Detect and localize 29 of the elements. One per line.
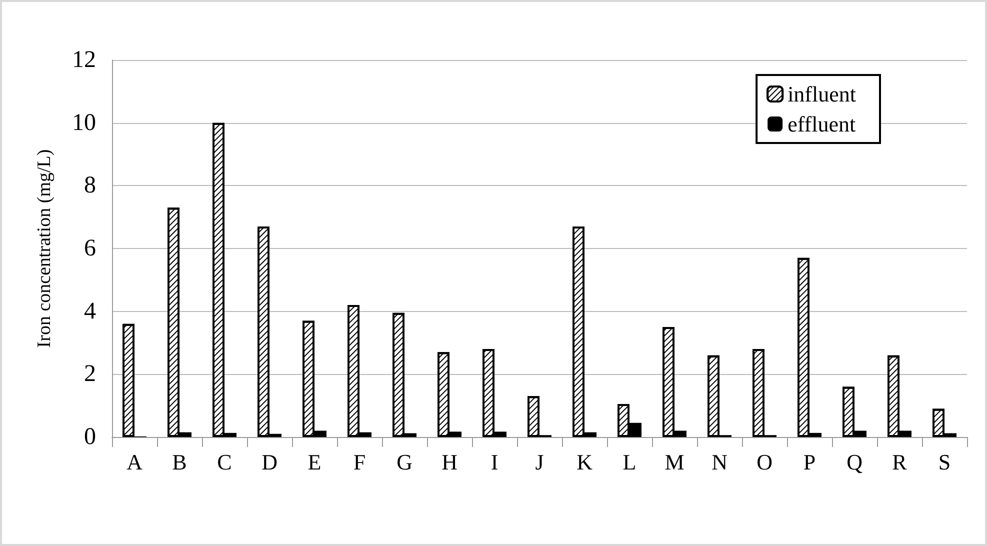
x-tick-label: F [353, 450, 366, 474]
y-tick-label: 2 [84, 361, 96, 388]
x-tick-label: G [396, 450, 413, 474]
y-tick-label: 6 [84, 236, 96, 262]
x-tick-label: D [262, 450, 278, 474]
y-axis-title: Iron concentration (mg/L) [34, 149, 55, 348]
x-tick-label: L [622, 450, 636, 474]
x-tick-label: O [756, 450, 772, 474]
x-tick-label: P [803, 450, 816, 474]
x-tick-label: K [576, 450, 593, 474]
x-tick-label: I [490, 450, 498, 474]
x-tick-label: S [938, 450, 951, 474]
x-tick-label: M [664, 450, 684, 474]
x-tick-label: A [126, 450, 143, 474]
x-tick-label: R [892, 450, 908, 474]
y-tick-label: 8 [84, 172, 96, 199]
x-tick-label: N [712, 450, 728, 474]
y-tick-label: 12 [72, 47, 96, 73]
x-tick-label: E [308, 450, 322, 474]
y-tick-label: 4 [84, 298, 96, 324]
x-tick-label: Q [846, 450, 863, 474]
y-tick-label: 0 [84, 424, 96, 450]
x-tick-label: H [442, 450, 458, 474]
legend-label: effluent [788, 112, 856, 136]
x-tick-label: J [535, 450, 544, 474]
x-tick-label: B [172, 450, 187, 474]
legend-label: influent [788, 82, 856, 106]
y-tick-label: 10 [72, 110, 96, 136]
x-tick-label: C [217, 450, 232, 474]
